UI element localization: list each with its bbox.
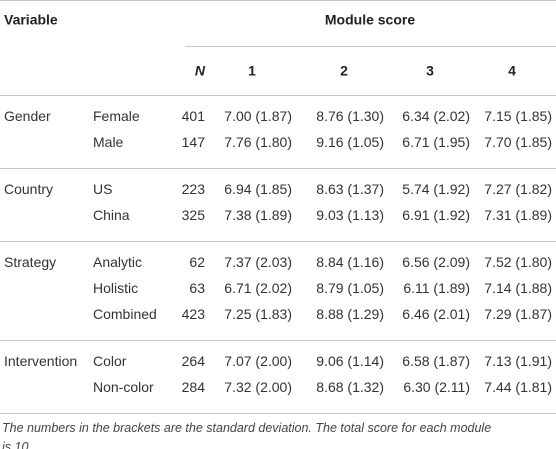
cell: 9.16 (1.05) bbox=[316, 134, 384, 150]
row-label: Female bbox=[93, 108, 140, 124]
cell: 6.34 (2.02) bbox=[402, 108, 470, 124]
row-label: China bbox=[93, 207, 130, 223]
cell: 7.25 (1.83) bbox=[224, 306, 292, 322]
header-variable: Variable bbox=[4, 12, 58, 28]
group-name: Intervention bbox=[4, 353, 77, 369]
cell: 264 bbox=[182, 353, 206, 369]
cell: 62 bbox=[189, 254, 205, 270]
cell: 6.11 (1.89) bbox=[403, 280, 470, 296]
cell: 7.70 (1.85) bbox=[484, 134, 552, 150]
cell: 6.56 (2.09) bbox=[402, 254, 470, 270]
header-module: 2 bbox=[340, 63, 348, 79]
header-module: 3 bbox=[426, 63, 434, 79]
row-label: Combined bbox=[93, 306, 157, 322]
row-label: Analytic bbox=[93, 254, 142, 270]
row-label: US bbox=[93, 181, 112, 197]
cell: 5.74 (1.92) bbox=[402, 181, 470, 197]
cell: 401 bbox=[182, 108, 206, 124]
cell: 6.30 (2.11) bbox=[403, 379, 470, 395]
cell: 7.29 (1.87) bbox=[484, 306, 552, 322]
cell: 7.32 (2.00) bbox=[224, 379, 292, 395]
cell: 325 bbox=[182, 207, 206, 223]
cell: 7.37 (2.03) bbox=[224, 254, 292, 270]
cell: 7.07 (2.00) bbox=[224, 353, 292, 369]
footnote: is 10. bbox=[2, 440, 32, 449]
cell: 284 bbox=[182, 379, 206, 395]
row-label: Color bbox=[93, 353, 127, 369]
group-name: Strategy bbox=[4, 254, 56, 270]
cell: 8.79 (1.05) bbox=[316, 280, 384, 296]
group-name: Country bbox=[4, 181, 53, 197]
cell: 7.76 (1.80) bbox=[224, 134, 292, 150]
cell: 6.46 (2.01) bbox=[402, 306, 470, 322]
cell: 8.76 (1.30) bbox=[316, 108, 384, 124]
cell: 223 bbox=[182, 181, 206, 197]
header-module: 1 bbox=[248, 63, 256, 79]
cell: 6.71 (2.02) bbox=[224, 280, 292, 296]
cell: 7.27 (1.82) bbox=[484, 181, 552, 197]
row-label: Non-color bbox=[93, 379, 154, 395]
cell: 8.68 (1.32) bbox=[316, 379, 384, 395]
header-module: 4 bbox=[508, 63, 516, 79]
cell: 7.00 (1.87) bbox=[224, 108, 292, 124]
cell: 6.94 (1.85) bbox=[224, 181, 292, 197]
row-label: Male bbox=[93, 134, 124, 150]
cell: 7.14 (1.88) bbox=[484, 280, 552, 296]
cell: 8.84 (1.16) bbox=[316, 254, 384, 270]
header-module-score: Module score bbox=[325, 12, 415, 28]
cell: 7.44 (1.81) bbox=[484, 379, 552, 395]
cell: 9.03 (1.13) bbox=[316, 207, 384, 223]
cell: 7.13 (1.91) bbox=[484, 353, 552, 369]
group-name: Gender bbox=[4, 108, 51, 124]
cell: 8.63 (1.37) bbox=[316, 181, 384, 197]
cell: 147 bbox=[182, 134, 206, 150]
cell: 7.52 (1.80) bbox=[484, 254, 552, 270]
cell: 6.91 (1.92) bbox=[402, 207, 470, 223]
cell: 8.88 (1.29) bbox=[316, 306, 384, 322]
cell: 6.58 (1.87) bbox=[402, 353, 470, 369]
header-n: N bbox=[195, 63, 206, 79]
cell: 7.38 (1.89) bbox=[224, 207, 292, 223]
footnote: The numbers in the brackets are the stan… bbox=[2, 421, 491, 435]
cell: 423 bbox=[182, 306, 206, 322]
cell: 7.15 (1.85) bbox=[484, 108, 552, 124]
cell: 63 bbox=[189, 280, 205, 296]
cell: 6.71 (1.95) bbox=[402, 134, 470, 150]
cell: 7.31 (1.89) bbox=[484, 207, 552, 223]
cell: 9.06 (1.14) bbox=[316, 353, 384, 369]
row-label: Holistic bbox=[93, 280, 138, 296]
